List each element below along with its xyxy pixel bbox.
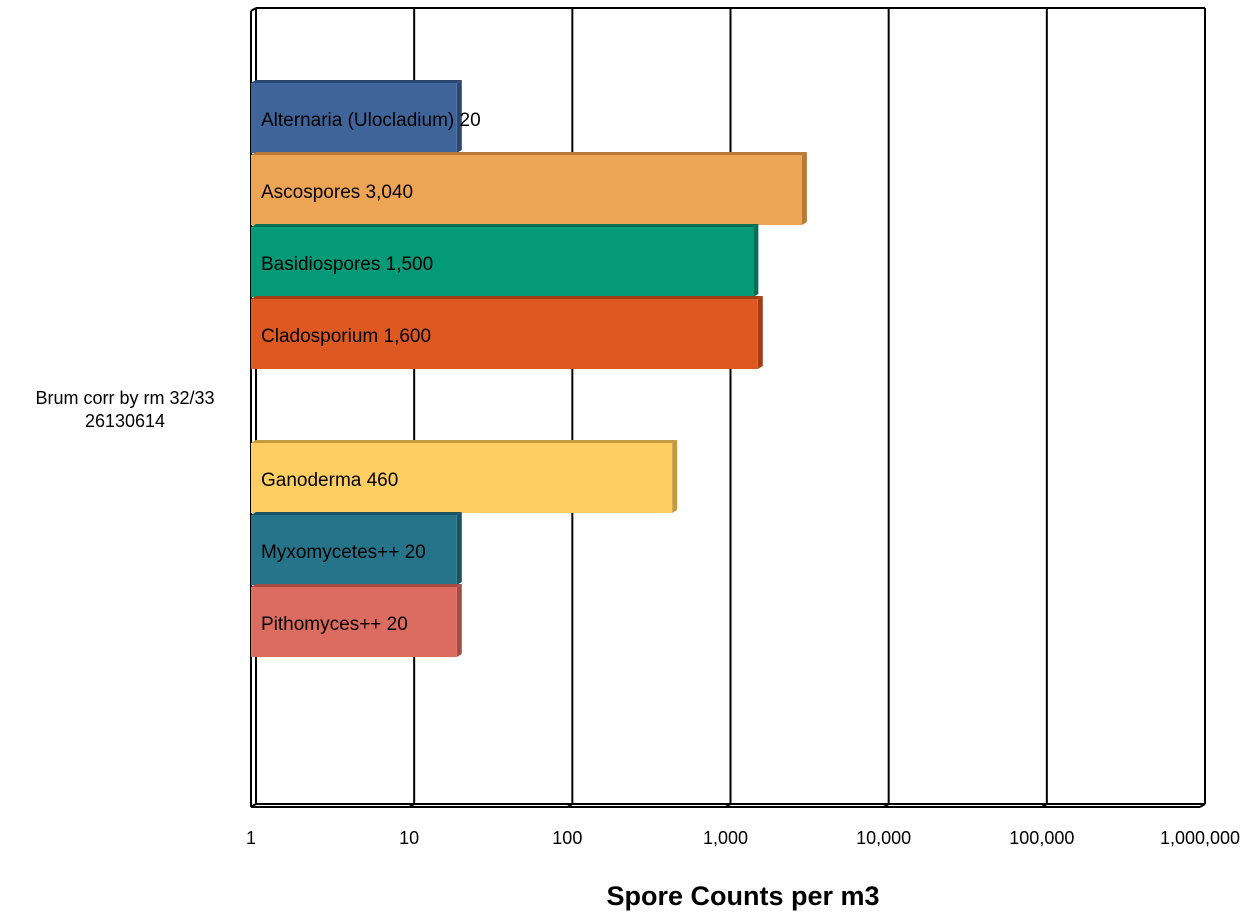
bar-side-cladosporium [757,296,763,369]
bar-front-pithomyces [251,587,457,657]
bar-myxomycetes: Myxomycetes++ 20 [251,512,462,585]
bar-pithomyces: Pithomyces++ 20 [251,584,462,657]
bar-top-ascospores [251,152,807,155]
bar-side-myxomycetes [456,512,462,585]
x-tick-label-2: 100 [552,828,582,848]
bar-top-basidiospores [251,224,759,227]
x-tick-label-0: 1 [246,828,256,848]
bar-ascospores: Ascospores 3,040 [251,152,807,225]
x-tick-label-3: 1,000 [703,828,748,848]
bar-basidiospores: Basidiospores 1,500 [251,224,759,297]
x-tick-label-4: 10,000 [856,828,911,848]
x-tick-label-1: 10 [399,828,419,848]
left-wall-top [250,7,257,12]
bar-ganoderma: Ganoderma 460 [251,440,678,513]
category-label-line-1: Brum corr by rm 32/33 [35,388,214,408]
bar-label-ascospores: Ascospores 3,040 [261,182,413,203]
bar-front-ganoderma [251,443,673,513]
bar-top-myxomycetes [251,512,462,515]
x-tick-label-5: 100,000 [1009,828,1074,848]
bar-front-cladosporium [251,299,758,369]
bar-group: Alternaria (Ulocladium) 20 Ascospores 3,0… [251,80,807,657]
bar-side-alternaria-ulocladium [456,80,462,153]
bar-top-cladosporium [251,296,763,299]
x-tick-label-6: 1,000,000 [1160,828,1240,848]
x-axis-ticks: 1 10 100 1,000 10,000 100,000 1,000,000 [246,828,1240,848]
category-label: Brum corr by rm 32/33 26130614 [35,388,214,431]
bar-cladosporium: Cladosporium 1,600 [251,296,763,369]
bar-front-ascospores [251,155,802,225]
bar-label-myxomycetes: Myxomycetes++ 20 [261,542,426,563]
bar-alternaria-ulocladium: Alternaria (Ulocladium) 20 [251,80,481,153]
bar-side-ascospores [801,152,807,225]
bar-side-basidiospores [753,224,759,297]
bar-label-ganoderma: Ganoderma 460 [261,470,398,491]
bar-label-pithomyces: Pithomyces++ 20 [261,614,408,635]
bar-label-cladosporium: Cladosporium 1,600 [261,326,431,347]
bar-top-pithomyces [251,584,462,587]
bar-label-alternaria-ulocladium: Alternaria (Ulocladium) 20 [261,110,481,131]
category-label-line-2: 26130614 [85,411,165,431]
bar-side-pithomyces [456,584,462,657]
plot-frame [250,7,1205,808]
bar-top-ganoderma [251,440,678,443]
bar-label-basidiospores: Basidiospores 1,500 [261,254,433,275]
bar-front-basidiospores [251,227,754,297]
bar-top-alternaria-ulocladium [251,80,462,83]
bar-front-myxomycetes [251,515,457,585]
bar-side-ganoderma [672,440,678,513]
bar-front-alternaria-ulocladium [251,83,457,153]
x-axis-title: Spore Counts per m3 [606,881,879,911]
